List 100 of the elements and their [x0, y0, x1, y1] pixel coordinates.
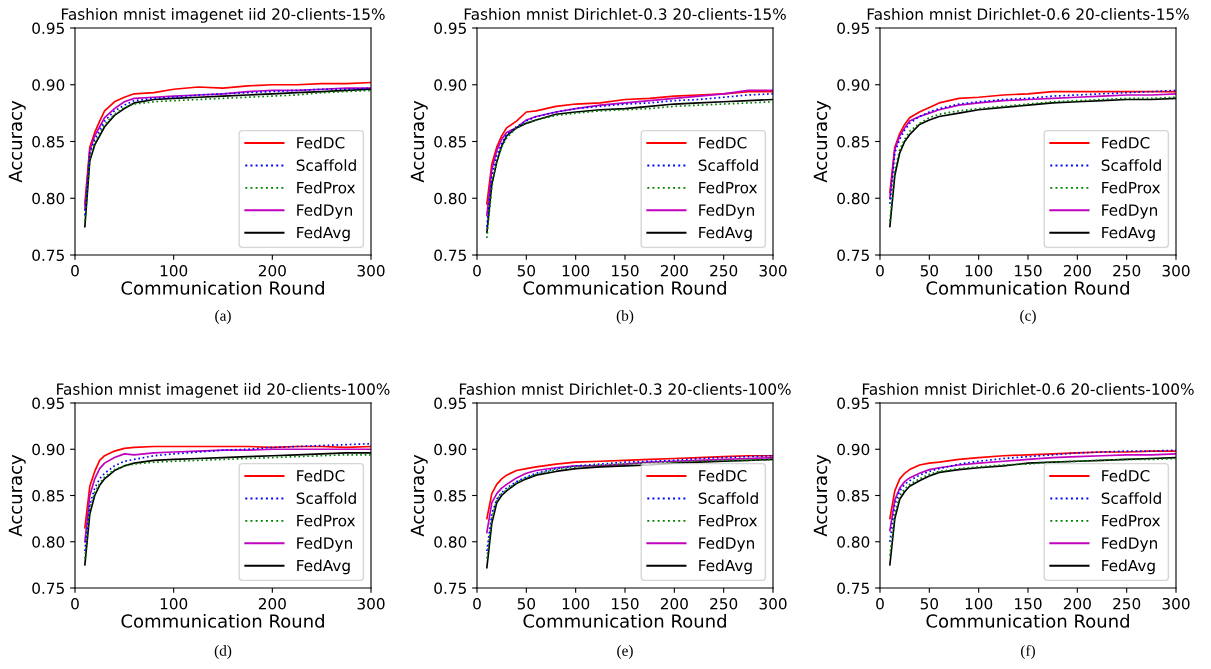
legend-label: FedDC — [699, 469, 747, 482]
y-tick-label: 0.75 — [434, 249, 466, 262]
y-tick-label: 0.90 — [32, 79, 65, 91]
x-tick-label: 100 — [562, 264, 590, 277]
y-tick-label: 0.90 — [837, 443, 870, 456]
legend-label: FedDyn — [1102, 537, 1157, 552]
y-tick-label: 0.75 — [837, 582, 869, 595]
x-tick-label: 0 — [473, 264, 481, 277]
x-tick-label: 0 — [876, 597, 884, 610]
legend-label: FedProx — [699, 181, 758, 194]
x-tick-label: 100 — [965, 264, 993, 277]
legend-label: FedDC — [699, 136, 747, 149]
x-tick-label: 0 — [876, 264, 884, 277]
text: (c) — [1020, 310, 1036, 324]
text: (d) — [214, 645, 232, 659]
x-tick-label: 300 — [759, 597, 787, 610]
legend-label: Scaffold — [1101, 159, 1161, 172]
legend-label: FedProx — [297, 514, 356, 527]
y-tick-label: 0.85 — [32, 489, 64, 502]
y-axis-title: Accuracy — [410, 454, 428, 537]
x-tick-label: 50 — [517, 264, 536, 277]
x-tick-label: 100 — [160, 597, 188, 610]
y-tick-label: 0.75 — [32, 582, 64, 595]
x-tick-label: 250 — [1113, 264, 1141, 277]
y-tick-label: 0.95 — [837, 397, 869, 410]
x-tick-label: 300 — [357, 264, 385, 277]
y-axis-title: Accuracy — [8, 100, 26, 183]
y-tick-label: 0.80 — [32, 536, 65, 548]
x-tick-label: 250 — [1113, 597, 1141, 610]
y-tick-label: 0.95 — [434, 22, 466, 35]
legend-label: FedAvg — [297, 226, 350, 242]
legend-label: Scaffold — [296, 159, 356, 172]
x-axis-title: Communication Round — [523, 280, 726, 295]
legend-label: FedDyn — [297, 204, 352, 219]
y-tick-label: 0.90 — [837, 79, 870, 91]
x-tick-label: 200 — [258, 597, 286, 610]
y-tick-label: 0.75 — [837, 249, 869, 262]
x-tick-label: 300 — [1162, 264, 1190, 277]
x-tick-label: 50 — [517, 597, 536, 610]
x-tick-label: 300 — [759, 264, 787, 277]
x-tick-label: 0 — [71, 597, 79, 610]
y-tick-label: 0.95 — [32, 22, 64, 35]
y-tick-label: 0.95 — [837, 22, 869, 35]
x-tick-label: 200 — [660, 264, 688, 277]
x-tick-label: 150 — [1015, 264, 1042, 277]
x-tick-label: 0 — [71, 264, 79, 277]
legend-label: FedDC — [1102, 469, 1150, 482]
legend-label: Scaffold — [1101, 492, 1161, 505]
x-tick-label: 200 — [1063, 597, 1091, 610]
y-tick-label: 0.90 — [434, 79, 467, 91]
y-tick-label: 0.85 — [837, 489, 869, 502]
legend-label: FedProx — [1102, 181, 1161, 194]
y-axis-title: Accuracy — [813, 100, 831, 183]
x-axis-title: Communication Round — [926, 613, 1129, 628]
legend-label: FedDyn — [297, 537, 352, 552]
x-axis-title: Communication Round — [121, 613, 324, 628]
y-axis-title: Accuracy — [813, 454, 831, 537]
legend-label: FedDyn — [1102, 204, 1157, 219]
text: (a) — [215, 310, 231, 324]
y-tick-label: 0.95 — [434, 397, 466, 410]
legend-label: FedDC — [297, 469, 345, 482]
x-tick-label: 200 — [1063, 264, 1091, 277]
y-tick-label: 0.95 — [32, 397, 64, 410]
legend-label: FedDyn — [699, 537, 754, 552]
chart-title: Fashion mnist Dirichlet-0.3 20-clients-15% — [464, 8, 786, 20]
y-tick-label: 0.75 — [32, 249, 64, 262]
legend-label: FedAvg — [699, 226, 752, 242]
legend-label: FedProx — [1102, 514, 1161, 527]
x-tick-label: 150 — [1015, 597, 1042, 610]
legend-label: FedProx — [297, 181, 356, 194]
legend-label: FedDC — [297, 136, 345, 149]
x-tick-label: 150 — [612, 597, 639, 610]
line-series — [889, 453, 1176, 532]
text: (f) — [1021, 644, 1035, 660]
x-tick-label: 0 — [473, 597, 481, 610]
legend-label: FedProx — [699, 514, 758, 527]
x-axis-title: Communication Round — [926, 280, 1129, 295]
chart-title: Fashion mnist Dirichlet-0.3 20-clients-100% — [459, 383, 791, 395]
y-tick-label: 0.85 — [32, 135, 64, 148]
text: (e) — [617, 645, 633, 659]
text: (b) — [616, 310, 634, 324]
y-tick-label: 0.85 — [434, 489, 466, 502]
y-tick-label: 0.80 — [837, 536, 870, 548]
y-tick-label: 0.80 — [434, 192, 467, 205]
legend-label: Scaffold — [698, 492, 758, 505]
legend-label: FedAvg — [699, 559, 752, 575]
x-tick-label: 50 — [920, 597, 939, 610]
line-series — [486, 456, 773, 534]
legend-label: FedAvg — [1102, 226, 1155, 242]
x-tick-label: 100 — [160, 264, 188, 277]
y-tick-label: 0.90 — [32, 443, 65, 456]
legend-label: FedAvg — [1102, 559, 1155, 575]
y-tick-label: 0.85 — [837, 135, 869, 148]
legend-label: FedAvg — [297, 559, 350, 575]
y-axis-title: Accuracy — [410, 100, 428, 183]
x-axis-title: Communication Round — [121, 280, 324, 295]
chart-title: Fashion mnist Dirichlet-0.6 20-clients-100% — [862, 383, 1194, 395]
y-tick-label: 0.85 — [434, 135, 466, 148]
x-tick-label: 100 — [965, 597, 993, 610]
y-axis-title: Accuracy — [8, 454, 26, 537]
